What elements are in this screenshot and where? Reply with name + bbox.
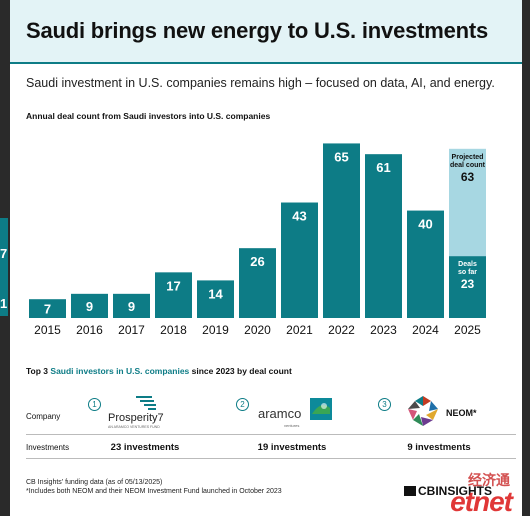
cropped-bar bbox=[0, 218, 8, 316]
cbinsights-logo: CBINSIGHTS bbox=[404, 484, 492, 498]
bar-value-label: 9 bbox=[128, 299, 135, 314]
so-far-label-line2: so far bbox=[458, 269, 477, 276]
investment-count: 19 investments bbox=[257, 442, 327, 453]
aramco-symbol-icon bbox=[310, 398, 332, 420]
investment-count: 23 investments bbox=[110, 442, 180, 453]
bar bbox=[323, 143, 360, 318]
bar bbox=[365, 154, 402, 318]
bar bbox=[155, 272, 192, 318]
bar bbox=[113, 293, 150, 318]
x-tick-label: 2016 bbox=[76, 323, 103, 337]
cropped-value: 7 bbox=[0, 246, 8, 261]
aramco-wordmark: aramco bbox=[258, 406, 302, 421]
x-tick-label: 2022 bbox=[328, 323, 355, 337]
bar-value-label: 26 bbox=[250, 254, 264, 269]
top3-heading-highlight: Saudi investors in U.S. companies bbox=[50, 366, 190, 376]
bar-chart: 7 2015 9 2016 9 2017 17 2018 14 2019 26 2020 43 2021 6… bbox=[29, 143, 486, 337]
projected-label-line2: deal count bbox=[450, 162, 486, 169]
x-tick-label: 2025 bbox=[454, 323, 481, 337]
investments-row-label: Investments bbox=[26, 443, 70, 452]
bar-value-label: 17 bbox=[166, 278, 180, 293]
projected-value-label: 63 bbox=[461, 170, 475, 184]
x-tick-label: 2024 bbox=[412, 323, 439, 337]
title-divider bbox=[10, 62, 522, 64]
bar bbox=[281, 202, 318, 318]
bar-value-label: 23 bbox=[461, 277, 475, 291]
rank-badge: 3 bbox=[378, 398, 391, 411]
x-tick-label: 2015 bbox=[34, 323, 61, 337]
bar bbox=[407, 210, 444, 318]
neom-logo: NEOM* bbox=[404, 394, 514, 430]
rank-badge: 2 bbox=[236, 398, 249, 411]
bar-value-label: 7 bbox=[44, 302, 51, 317]
watermark-etnet: etnet bbox=[450, 486, 513, 516]
rank-badge: 1 bbox=[88, 398, 101, 411]
left-edge-strip: 7 1 bbox=[0, 0, 10, 516]
bar-value-label: 40 bbox=[418, 217, 432, 232]
page-subtitle: Saudi investment in U.S. companies remai… bbox=[26, 76, 495, 90]
x-tick-label: 2023 bbox=[370, 323, 397, 337]
x-tick-label: 2020 bbox=[244, 323, 271, 337]
title-band bbox=[10, 0, 522, 62]
page-title: Saudi brings new energy to U.S. investme… bbox=[26, 18, 489, 43]
investment-count: 9 investments bbox=[407, 442, 471, 453]
aramco-logo: aramco ventures bbox=[258, 396, 338, 432]
prosperity7-wordmark: Prosperity7 bbox=[108, 412, 164, 424]
x-tick-label: 2018 bbox=[160, 323, 187, 337]
so-far-label-line1: Deals bbox=[458, 261, 477, 268]
top3-heading: Top 3 Saudi investors in U.S. companies … bbox=[26, 366, 292, 376]
bar bbox=[239, 248, 276, 318]
aramco-tagline: ventures bbox=[284, 423, 300, 428]
row-divider bbox=[26, 458, 516, 459]
chart-title: Annual deal count from Saudi investors i… bbox=[26, 111, 271, 121]
neom-mosaic-icon bbox=[408, 396, 438, 426]
prosperity7-mark-icon bbox=[136, 396, 156, 410]
bar-value-label: 43 bbox=[292, 209, 306, 224]
cbinsights-mark-icon bbox=[404, 486, 416, 496]
cropped-value: 1 bbox=[0, 296, 8, 311]
cbinsights-wordmark: CBINSIGHTS bbox=[418, 484, 493, 498]
bar bbox=[71, 293, 108, 318]
prosperity7-tagline: AN ARAMCO VENTURES FUND bbox=[108, 425, 160, 429]
bar bbox=[449, 256, 486, 318]
x-tick-label: 2017 bbox=[118, 323, 145, 337]
bar-value-label: 9 bbox=[86, 299, 93, 314]
top3-heading-prefix: Top 3 bbox=[26, 366, 51, 376]
neom-wordmark: NEOM* bbox=[446, 408, 477, 418]
right-edge-strip bbox=[522, 0, 530, 516]
bar bbox=[197, 280, 234, 318]
bar-value-label: 65 bbox=[334, 149, 348, 164]
footer-note: *Includes both NEOM and their NEOM Inves… bbox=[26, 488, 282, 495]
watermark-chinese: 经济通 bbox=[468, 472, 510, 488]
company-row-label: Company bbox=[26, 412, 61, 421]
projected-label-line1: Projected bbox=[452, 154, 484, 161]
prosperity7-logo: Prosperity7 AN ARAMCO VENTURES FUND bbox=[106, 394, 196, 430]
x-tick-label: 2021 bbox=[286, 323, 313, 337]
bar-value-label: 61 bbox=[376, 160, 390, 175]
top3-heading-suffix: since 2023 by deal count bbox=[189, 366, 292, 376]
infographic-card: Saudi brings new energy to U.S. investme… bbox=[10, 0, 522, 516]
x-tick-label: 2019 bbox=[202, 323, 229, 337]
footer-source: CB Insights' funding data (as of 05/13/2… bbox=[26, 479, 163, 486]
bar-value-label: 14 bbox=[208, 286, 223, 301]
bar bbox=[29, 299, 66, 318]
row-divider bbox=[26, 434, 516, 435]
